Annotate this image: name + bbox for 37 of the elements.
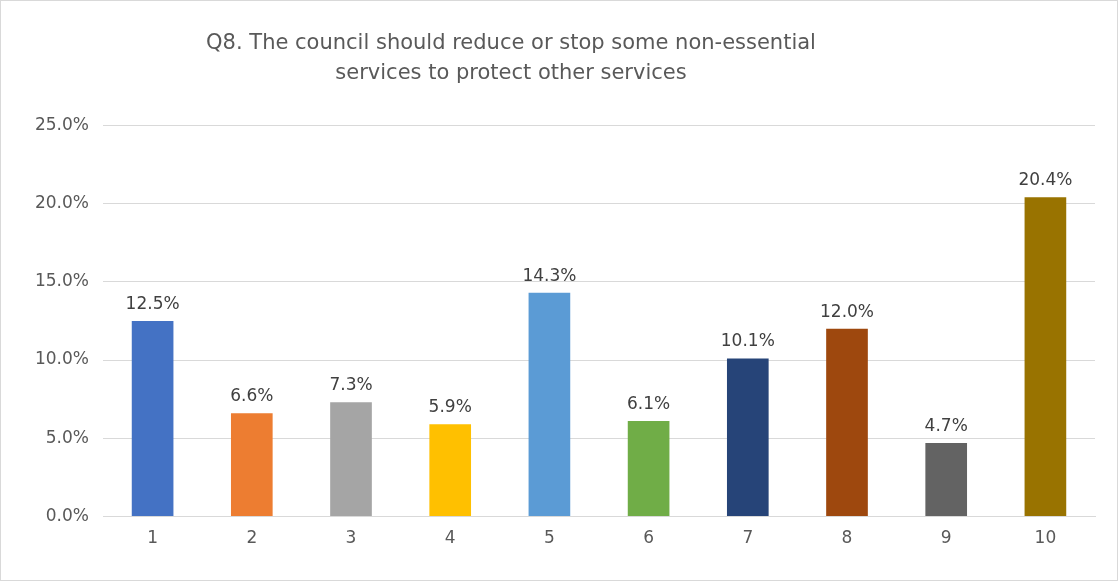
bar — [627, 421, 670, 517]
data-label: 6.1% — [627, 393, 671, 414]
data-label: 4.7% — [924, 414, 968, 435]
x-tick-label: 10 — [1034, 527, 1057, 548]
data-label: 20.4% — [1018, 169, 1073, 190]
chart-title: Q8. The council should reduce or stop some non-essential services to protect other services — [205, 29, 817, 86]
y-tick-label: 0.0% — [45, 505, 89, 526]
bar — [230, 413, 273, 517]
bar — [131, 320, 174, 517]
x-tick-label: 4 — [444, 527, 456, 548]
data-label: 5.9% — [428, 396, 472, 417]
y-tick-label: 10.0% — [34, 348, 89, 369]
y-tick-label: 5.0% — [45, 426, 89, 447]
bar — [826, 328, 868, 517]
bar — [726, 358, 769, 517]
data-label: 6.6% — [230, 385, 274, 406]
x-tick-label: 6 — [643, 527, 655, 548]
data-label: 12.5% — [125, 292, 180, 313]
bar — [925, 443, 968, 517]
x-tick-label: 7 — [742, 527, 754, 548]
y-tick-label: 25.0% — [34, 113, 89, 134]
data-label: 14.3% — [522, 264, 577, 285]
x-tick-label: 9 — [940, 527, 952, 548]
data-label: 7.3% — [329, 374, 373, 395]
x-tick-label: 3 — [345, 527, 357, 548]
data-label: 12.0% — [819, 300, 875, 321]
bar — [429, 424, 472, 517]
y-tick-label: 20.0% — [34, 191, 89, 212]
x-tick-label: 1 — [147, 527, 159, 548]
bar — [1024, 197, 1067, 517]
bar — [330, 402, 372, 517]
x-tick-label: 8 — [841, 527, 853, 548]
y-tick-label: 15.0% — [34, 270, 89, 291]
data-label: 10.1% — [720, 330, 775, 351]
x-tick-label: 2 — [246, 527, 258, 548]
x-tick-label: 5 — [543, 527, 555, 548]
bar — [528, 292, 571, 517]
